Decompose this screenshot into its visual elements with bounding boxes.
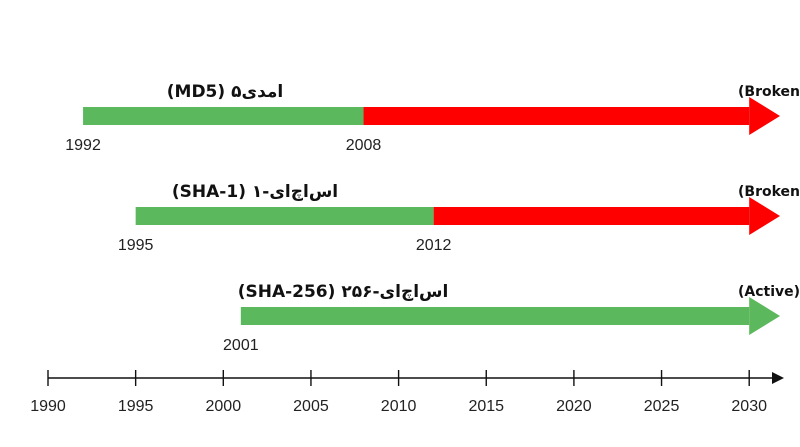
md5-status-label: منسوخ (Broken) (738, 84, 800, 100)
md5-broken-segment (363, 107, 750, 125)
sha1-break-year: 2012 (416, 237, 452, 254)
sha1-arrowhead (749, 197, 780, 235)
axis-tick-label: 2000 (206, 398, 242, 415)
year-axis: 1990 1995 2000 2005 2010 2015 2020 2025 … (30, 370, 784, 415)
sha1-title: اس‌اچ‌ای-۱ (SHA-1) (172, 182, 338, 202)
sha1-status-label: منسوخ (Broken) (738, 184, 800, 200)
axis-tick-label: 2005 (293, 398, 329, 415)
md5-start-year: 1992 (65, 137, 101, 154)
axis-tick-label: 2015 (468, 398, 504, 415)
md5-active-segment (83, 107, 364, 125)
axis-tick-label: 2010 (381, 398, 417, 415)
axis-tick-label: 1990 (30, 398, 66, 415)
md5-break-year: 2008 (346, 137, 382, 154)
timeline-md5: امدی۵ (MD5) منسوخ (Broken) 1992 2008 (65, 82, 800, 154)
axis-tick-label: 1995 (118, 398, 154, 415)
sha1-start-year: 1995 (118, 237, 154, 254)
axis-tick-label: 2025 (644, 398, 680, 415)
timeline-sha1: اس‌اچ‌ای-۱ (SHA-1) منسوخ (Broken) 1995 2… (118, 182, 800, 254)
sha1-broken-segment (433, 207, 750, 225)
axis-tick-label: 2020 (556, 398, 592, 415)
sha256-status-label: فعال (Active) (738, 284, 800, 300)
timeline-sha256: اس‌اچ‌ای-۲۵۶ (SHA-256) فعال (Active) 200… (223, 282, 800, 354)
sha256-arrowhead (749, 297, 780, 335)
md5-arrowhead (749, 97, 780, 135)
sha1-active-segment (135, 207, 434, 225)
axis-tick-label: 2030 (731, 398, 767, 415)
sha256-start-year: 2001 (223, 337, 259, 354)
sha256-active-segment (240, 307, 750, 325)
sha256-title: اس‌اچ‌ای-۲۵۶ (SHA-256) (238, 282, 449, 302)
axis-arrowhead (772, 372, 784, 384)
md5-title: امدی۵ (MD5) (167, 82, 284, 102)
